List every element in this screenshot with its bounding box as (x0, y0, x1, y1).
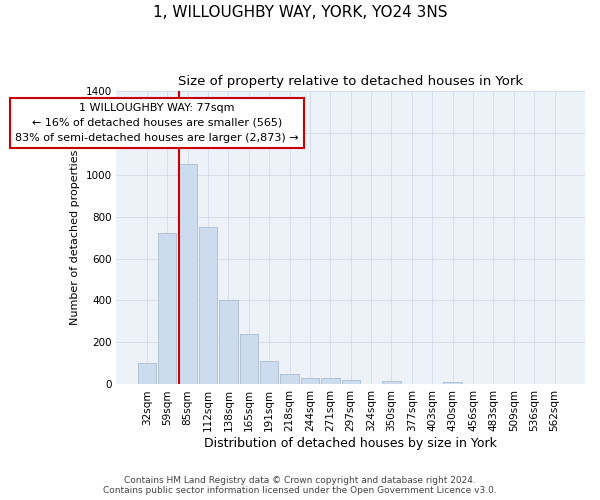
Bar (199, 227, 217, 384)
X-axis label: Distribution of detached houses by size in York: Distribution of detached houses by size … (204, 437, 497, 450)
Bar (341, 380, 360, 384)
Bar (382, 382, 401, 384)
Bar (443, 382, 462, 384)
Bar (260, 362, 278, 384)
Title: Size of property relative to detached houses in York: Size of property relative to detached ho… (178, 75, 523, 88)
Text: 1 WILLOUGHBY WAY: 77sqm
← 16% of detached houses are smaller (565)
83% of semi-d: 1 WILLOUGHBY WAY: 77sqm ← 16% of detache… (16, 103, 299, 143)
Y-axis label: Number of detached properties: Number of detached properties (70, 150, 80, 325)
Bar (321, 378, 340, 384)
Text: 1, WILLOUGHBY WAY, YORK, YO24 3NS: 1, WILLOUGHBY WAY, YORK, YO24 3NS (153, 5, 447, 20)
Bar (179, 164, 197, 384)
Bar (158, 234, 176, 384)
Text: Contains HM Land Registry data © Crown copyright and database right 2024.
Contai: Contains HM Land Registry data © Crown c… (103, 476, 497, 495)
Bar (219, 300, 238, 384)
Bar (301, 378, 319, 384)
Bar (239, 334, 258, 384)
Bar (280, 374, 299, 384)
Bar (138, 364, 156, 384)
